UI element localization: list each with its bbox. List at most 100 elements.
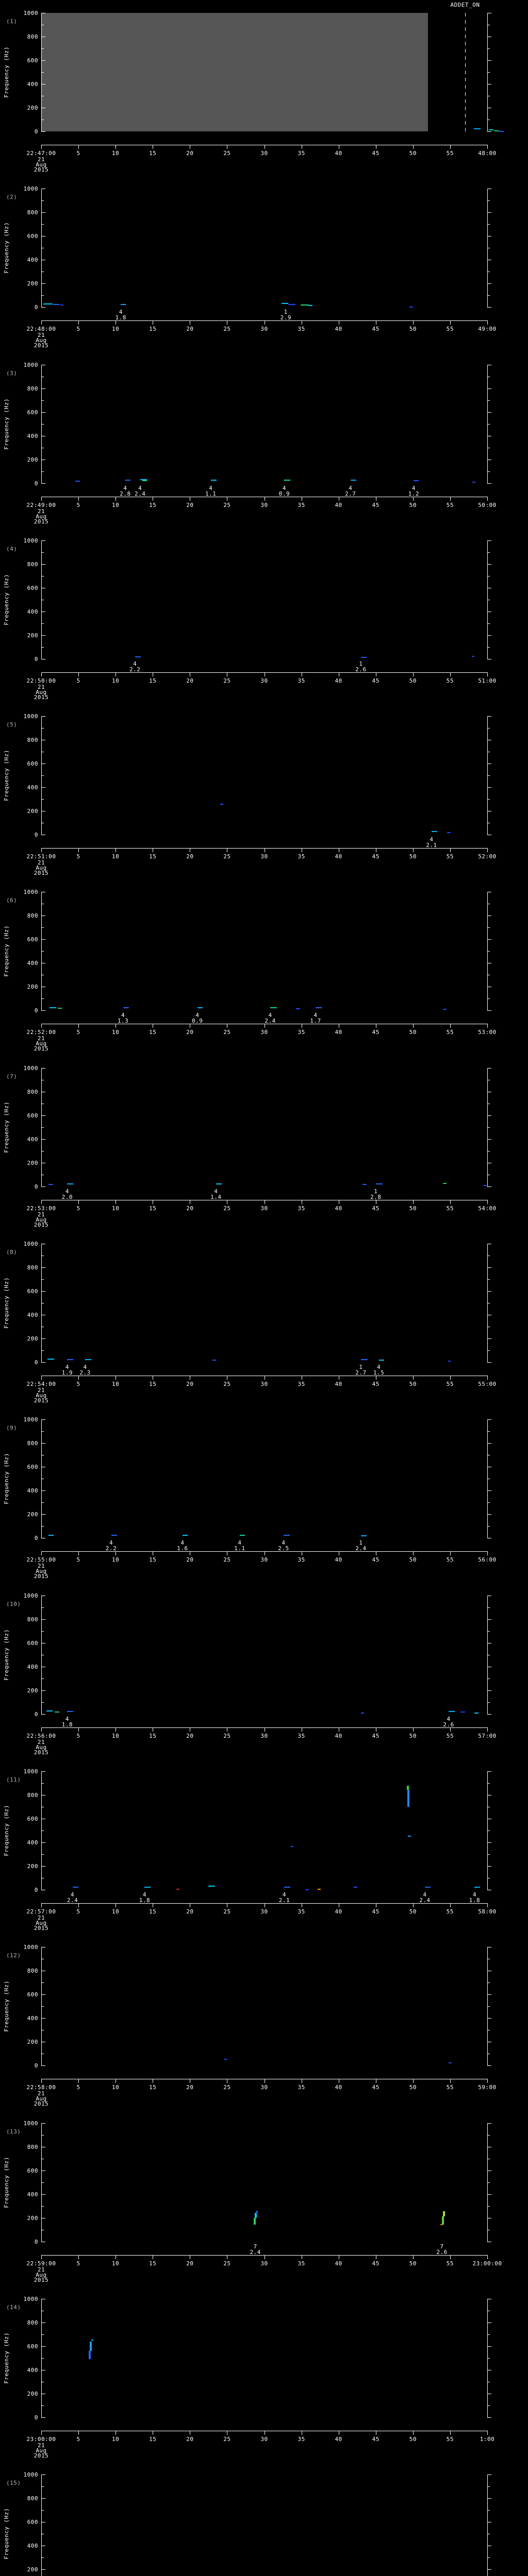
detection-count-label: 4 [65, 1364, 70, 1370]
time-axis-tick [450, 1551, 451, 1555]
panel-index-label: (12) [6, 1952, 21, 1959]
y-axis-tick [42, 564, 45, 565]
y-axis-tick-label: 1000 [23, 185, 38, 192]
detection-mark [43, 303, 53, 304]
time-axis-tick-label: 45 [372, 853, 380, 860]
spectrogram-panel: (3) Frequency (Hz) 0 200 400 600 800 1000 4 2.8 4 2… [0, 352, 528, 528]
y-axis-title: Frequency (Hz) [3, 1101, 10, 1153]
time-axis-tick-label: 35 [298, 1381, 305, 1387]
y-axis-tick [42, 2065, 45, 2066]
right-axis-tick [488, 1607, 490, 1608]
y-axis-tick-label: 0 [34, 1183, 38, 1190]
y-axis-tick [42, 775, 44, 776]
detection-duration-label: 0.9 [278, 490, 290, 497]
right-axis-tick [488, 2206, 490, 2207]
time-axis-tick-label: 55 [446, 677, 454, 684]
date-label: 2015 [34, 166, 49, 173]
y-axis-title-wrap: Frequency (Hz) [1, 1947, 11, 2065]
time-axis-tick-label: 20 [186, 502, 194, 509]
detection-count-label: 4 [238, 1539, 242, 1546]
spectrogram-panel: (9) Frequency (Hz) 0 200 400 600 800 1000 4 2.2 4 1… [0, 1406, 528, 1583]
right-axis-tick [488, 1291, 491, 1292]
addet-on-marker-line [465, 13, 466, 131]
time-axis-tick-label: 55 [446, 2436, 454, 2443]
right-axis-tick [488, 1419, 491, 1420]
time-axis-tick [412, 1727, 414, 1732]
time-axis-tick-label: 45 [372, 1029, 380, 1036]
time-axis-tick [412, 2431, 414, 2435]
y-axis-tick-label: 600 [27, 585, 38, 591]
y-axis-title-wrap: Frequency (Hz) [1, 13, 11, 131]
time-axis-tick-label: 15 [149, 2084, 157, 2091]
y-axis-tick [42, 1842, 45, 1843]
time-axis-tick-label: 50 [409, 150, 417, 157]
date-label: 2015 [34, 1573, 49, 1580]
panel-index-label: (14) [6, 2304, 21, 2311]
time-axis-tick-label: 5 [76, 1556, 80, 1563]
y-axis-title-wrap: Frequency (Hz) [1, 540, 11, 659]
y-axis-tick-label: 800 [27, 1968, 38, 1974]
right-axis-tick [488, 635, 491, 636]
right-axis-tick [488, 1994, 491, 1995]
detection-mark [474, 1887, 480, 1888]
y-axis-line [41, 716, 42, 835]
right-axis-tick [488, 1502, 490, 1503]
detection-count-label: 4 [282, 1891, 286, 1898]
time-axis-tick-label: 45 [372, 326, 380, 332]
time-axis-tick [41, 2079, 42, 2083]
time-axis-tick-label: 20 [186, 1205, 194, 1212]
detection-duration-label: 2.1 [426, 842, 437, 849]
time-axis-tick-label: 5 [76, 853, 80, 860]
time-axis-tick-label: 20 [186, 677, 194, 684]
detection-count-label: 4 [119, 309, 123, 315]
y-axis-title: Frequency (Hz) [3, 2157, 10, 2208]
detection-mark [49, 1007, 56, 1008]
detection-count-label: 4 [314, 1012, 318, 1019]
time-axis-tick [450, 848, 451, 852]
detection-mark [474, 1712, 478, 1714]
detection-duration-label: 1.4 [210, 1194, 222, 1200]
time-axis-tick-label: 20 [186, 150, 194, 157]
time-axis-tick [41, 145, 42, 149]
detection-duration-label: 1.8 [115, 314, 126, 321]
time-axis-tick-label: 40 [335, 1556, 342, 1563]
time-axis-tick [487, 145, 488, 149]
time-axis-tick [487, 672, 488, 676]
time-axis-tick-label: 10 [112, 2436, 120, 2443]
y-axis-tick [42, 60, 45, 61]
right-axis-tick [488, 1267, 491, 1268]
time-axis-tick-label: 5 [76, 2260, 80, 2267]
detection-mark [284, 480, 290, 481]
time-axis-tick-label: 40 [335, 150, 342, 157]
time-axis-tick-label: 35 [298, 2084, 305, 2091]
spectrogram-panel: (13) Frequency (Hz) 0 200 400 600 800 1000 7 2.4 7… [0, 2110, 528, 2286]
time-axis-tick-label: 10 [112, 150, 120, 157]
time-axis-tick-label: 55 [446, 1381, 454, 1387]
y-axis-tick [42, 412, 45, 413]
date-label: 21 [37, 508, 45, 515]
y-axis-tick-label: 400 [27, 608, 38, 615]
time-axis-tick-label: 20 [186, 853, 194, 860]
detection-mark [288, 304, 296, 306]
y-axis-tick [42, 1607, 44, 1608]
right-axis-tick [488, 48, 490, 49]
detection-mark [407, 1836, 411, 1837]
y-axis-tick-label: 600 [27, 1288, 38, 1295]
time-axis-tick-label: 20 [186, 1908, 194, 1915]
detection-mark [442, 2216, 444, 2225]
time-axis-tick-label: 40 [335, 1381, 342, 1387]
right-axis-line [487, 1596, 488, 1715]
y-axis-tick [42, 2006, 44, 2007]
detection-mark [375, 1183, 383, 1185]
detection-mark [296, 1008, 300, 1009]
detection-mark [378, 1359, 384, 1361]
right-axis-tick [488, 552, 490, 553]
time-axis-tick-label: 30 [260, 677, 268, 684]
time-axis-tick [450, 672, 451, 676]
time-axis-tick [78, 2079, 79, 2083]
right-axis-tick [488, 1431, 490, 1432]
detection-mark [360, 1713, 364, 1714]
time-axis-tick-label: 10 [112, 1908, 120, 1915]
right-axis-line [487, 13, 488, 132]
time-axis-tick [41, 1376, 42, 1380]
